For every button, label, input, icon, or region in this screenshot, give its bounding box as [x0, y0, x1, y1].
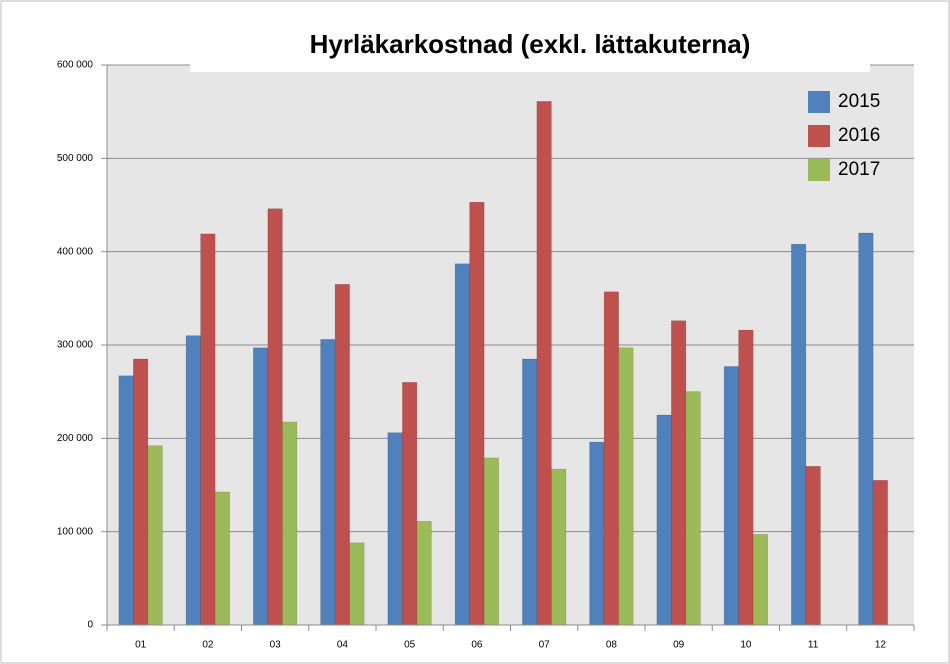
bar: [387, 432, 403, 626]
y-tick-label: 400 000: [57, 246, 94, 257]
bar: [522, 358, 538, 626]
bar: [858, 232, 874, 626]
y-tick-label: 600 000: [57, 60, 94, 71]
legend-label: 2016: [838, 125, 880, 146]
bar: [483, 457, 499, 626]
bar: [589, 441, 605, 626]
bar: [185, 335, 201, 626]
bar: [253, 347, 269, 626]
bar: [872, 480, 888, 626]
x-tick-label: 09: [673, 640, 685, 651]
bar: [738, 329, 754, 626]
x-tick-label: 01: [135, 640, 147, 651]
bar: [320, 339, 336, 626]
bar: [349, 542, 365, 626]
bar: [536, 101, 552, 626]
title-background: [190, 20, 870, 72]
bar: [805, 466, 821, 626]
x-tick-label: 06: [471, 640, 483, 651]
x-tick-label: 07: [539, 640, 551, 651]
x-tick-label: 10: [740, 640, 752, 651]
x-tick-label: 05: [404, 640, 416, 651]
bar: [723, 366, 739, 626]
y-tick-label: 300 000: [57, 340, 94, 351]
y-tick-label: 0: [87, 620, 93, 631]
x-tick-label: 11: [808, 640, 819, 651]
bar: [791, 243, 807, 626]
chart-title: Hyrläkarkostnad (exkl. lättakuterna): [310, 29, 751, 59]
bar: [416, 521, 432, 626]
y-tick-label: 200 000: [57, 433, 94, 444]
x-tick-label: 12: [875, 640, 887, 651]
y-tick-label: 500 000: [57, 153, 94, 164]
x-tick-label: 08: [606, 640, 618, 651]
bar: [469, 201, 485, 626]
bar: [282, 421, 298, 626]
bar: [267, 208, 283, 626]
bar: [133, 358, 149, 626]
bar: [147, 445, 163, 626]
x-tick-label: 02: [202, 640, 214, 651]
legend-label: 2017: [838, 159, 880, 180]
bar: [752, 534, 768, 626]
bar: [603, 291, 619, 626]
bar: [454, 263, 470, 626]
x-tick-label: 03: [270, 640, 282, 651]
legend-swatch: [808, 159, 830, 181]
bar: [118, 375, 134, 626]
x-tick-label: 04: [337, 640, 349, 651]
bar: [656, 414, 672, 626]
bar: [334, 284, 350, 626]
bar: [618, 347, 634, 626]
legend-label: 2015: [838, 91, 880, 112]
bar: [200, 233, 216, 626]
bar: [685, 391, 701, 626]
legend-swatch: [808, 125, 830, 147]
y-tick-label: 100 000: [57, 526, 94, 537]
bar: [671, 320, 687, 626]
bar: [214, 491, 230, 626]
legend-swatch: [808, 91, 830, 113]
bar: [551, 468, 567, 626]
bar: [402, 382, 418, 626]
